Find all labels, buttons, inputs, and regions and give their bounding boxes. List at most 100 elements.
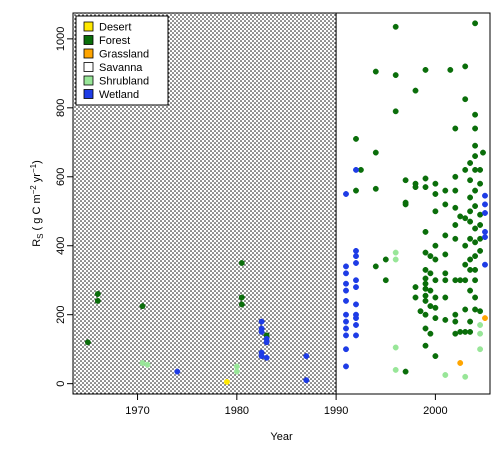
point-forest-111 <box>472 253 479 260</box>
point-wetland-39 <box>482 261 488 268</box>
point-wetland-35 <box>482 201 488 208</box>
y-tick-label-200: 200 <box>55 306 67 324</box>
y-tick-label-800: 800 <box>55 99 67 117</box>
point-wetland-14 <box>343 280 349 287</box>
point-wetland-22 <box>343 363 349 370</box>
point-forest-50 <box>432 191 439 197</box>
point-forest-34 <box>422 249 429 256</box>
point-forest-66 <box>442 316 449 323</box>
point-grassland-1 <box>482 315 488 322</box>
plot-frame <box>72 12 491 395</box>
point-forest-86 <box>462 261 469 268</box>
point-forest-81 <box>462 63 469 70</box>
x-tick-label-1980: 1980 <box>225 405 249 417</box>
point-forest-74 <box>452 277 459 284</box>
point-forest-31 <box>422 175 429 182</box>
point-desert-0 <box>223 378 230 385</box>
point-forest-24 <box>412 87 419 94</box>
point-forest-35 <box>422 266 429 273</box>
point-forest-96 <box>467 256 474 263</box>
point-forest-49 <box>432 180 439 187</box>
point-forest-57 <box>432 315 439 322</box>
point-forest-85 <box>462 242 469 249</box>
point-forest-87 <box>462 277 469 284</box>
point-shrubland-10 <box>477 322 484 328</box>
point-forest-16 <box>382 256 389 263</box>
point-shrubland-9 <box>462 373 469 380</box>
legend-label-shrubland: Shrubland <box>99 76 149 88</box>
point-forest-55 <box>432 294 439 301</box>
point-forest-60 <box>442 201 449 208</box>
point-forest-69 <box>452 173 459 180</box>
point-forest-113 <box>472 277 479 284</box>
point-shrubland-3 <box>233 368 240 375</box>
point-forest-108 <box>472 203 479 210</box>
point-forest-121 <box>477 247 484 254</box>
point-wetland-24 <box>353 247 359 254</box>
y-axis-title-sub: S <box>36 233 45 238</box>
point-forest-46 <box>427 287 434 294</box>
point-wetland-34 <box>482 192 488 199</box>
point-forest-82 <box>462 96 469 103</box>
y-tick-label-0: 0 <box>55 381 67 387</box>
point-forest-114 <box>472 294 479 301</box>
point-grassland-0 <box>457 360 464 366</box>
point-forest-72 <box>452 222 459 228</box>
point-forest-61 <box>442 232 449 239</box>
point-forest-109 <box>472 225 479 232</box>
point-wetland-29 <box>353 301 359 308</box>
point-forest-84 <box>462 215 469 222</box>
point-forest-115 <box>472 306 479 313</box>
point-wetland-38 <box>482 234 488 241</box>
point-forest-40 <box>422 297 429 304</box>
legend-label-wetland: Wetland <box>99 89 139 101</box>
point-forest-92 <box>467 194 474 201</box>
y-axis-title-exp1: −2 <box>29 185 38 195</box>
x-tick-label-1990: 1990 <box>324 405 348 417</box>
point-wetland-0 <box>174 368 181 375</box>
point-forest-6 <box>238 301 245 308</box>
point-shrubland-7 <box>392 344 399 351</box>
point-forest-68 <box>452 125 459 132</box>
point-forest-39 <box>422 292 429 299</box>
point-forest-101 <box>472 20 479 27</box>
point-forest-71 <box>452 204 459 211</box>
point-wetland-7 <box>263 339 270 346</box>
point-forest-27 <box>412 284 419 291</box>
point-forest-23 <box>402 368 409 375</box>
point-forest-64 <box>442 277 449 284</box>
point-wetland-32 <box>353 322 359 328</box>
point-forest-28 <box>412 294 419 301</box>
legend-swatch-savanna <box>83 62 94 72</box>
point-forest-41 <box>422 311 429 318</box>
point-forest-112 <box>472 266 479 273</box>
point-shrubland-4 <box>392 249 399 256</box>
point-forest-2 <box>94 297 101 304</box>
point-forest-93 <box>467 208 474 215</box>
point-forest-12 <box>372 185 379 192</box>
point-forest-105 <box>472 153 479 160</box>
point-wetland-21 <box>343 346 349 353</box>
point-shrubland-6 <box>392 366 399 373</box>
x-tick-label-2000: 2000 <box>423 405 447 417</box>
point-forest-59 <box>442 187 449 194</box>
point-forest-100 <box>467 328 474 335</box>
legend-swatch-desert <box>83 21 94 32</box>
point-forest-79 <box>457 277 464 284</box>
series-grassland <box>457 315 488 366</box>
point-forest-77 <box>452 330 459 337</box>
point-forest-4 <box>238 260 245 266</box>
point-forest-67 <box>447 66 454 73</box>
point-wetland-9 <box>303 353 310 360</box>
point-wetland-25 <box>353 253 359 260</box>
point-forest-117 <box>477 180 484 187</box>
point-forest-8 <box>353 135 359 142</box>
point-forest-30 <box>422 66 429 73</box>
legend-label-savanna: Savanna <box>99 62 143 74</box>
point-wetland-19 <box>343 325 349 332</box>
point-forest-103 <box>472 125 479 132</box>
point-wetland-10 <box>303 377 310 384</box>
point-forest-47 <box>427 303 434 310</box>
y-axis-title-units_pre: ( g C m <box>31 194 43 233</box>
